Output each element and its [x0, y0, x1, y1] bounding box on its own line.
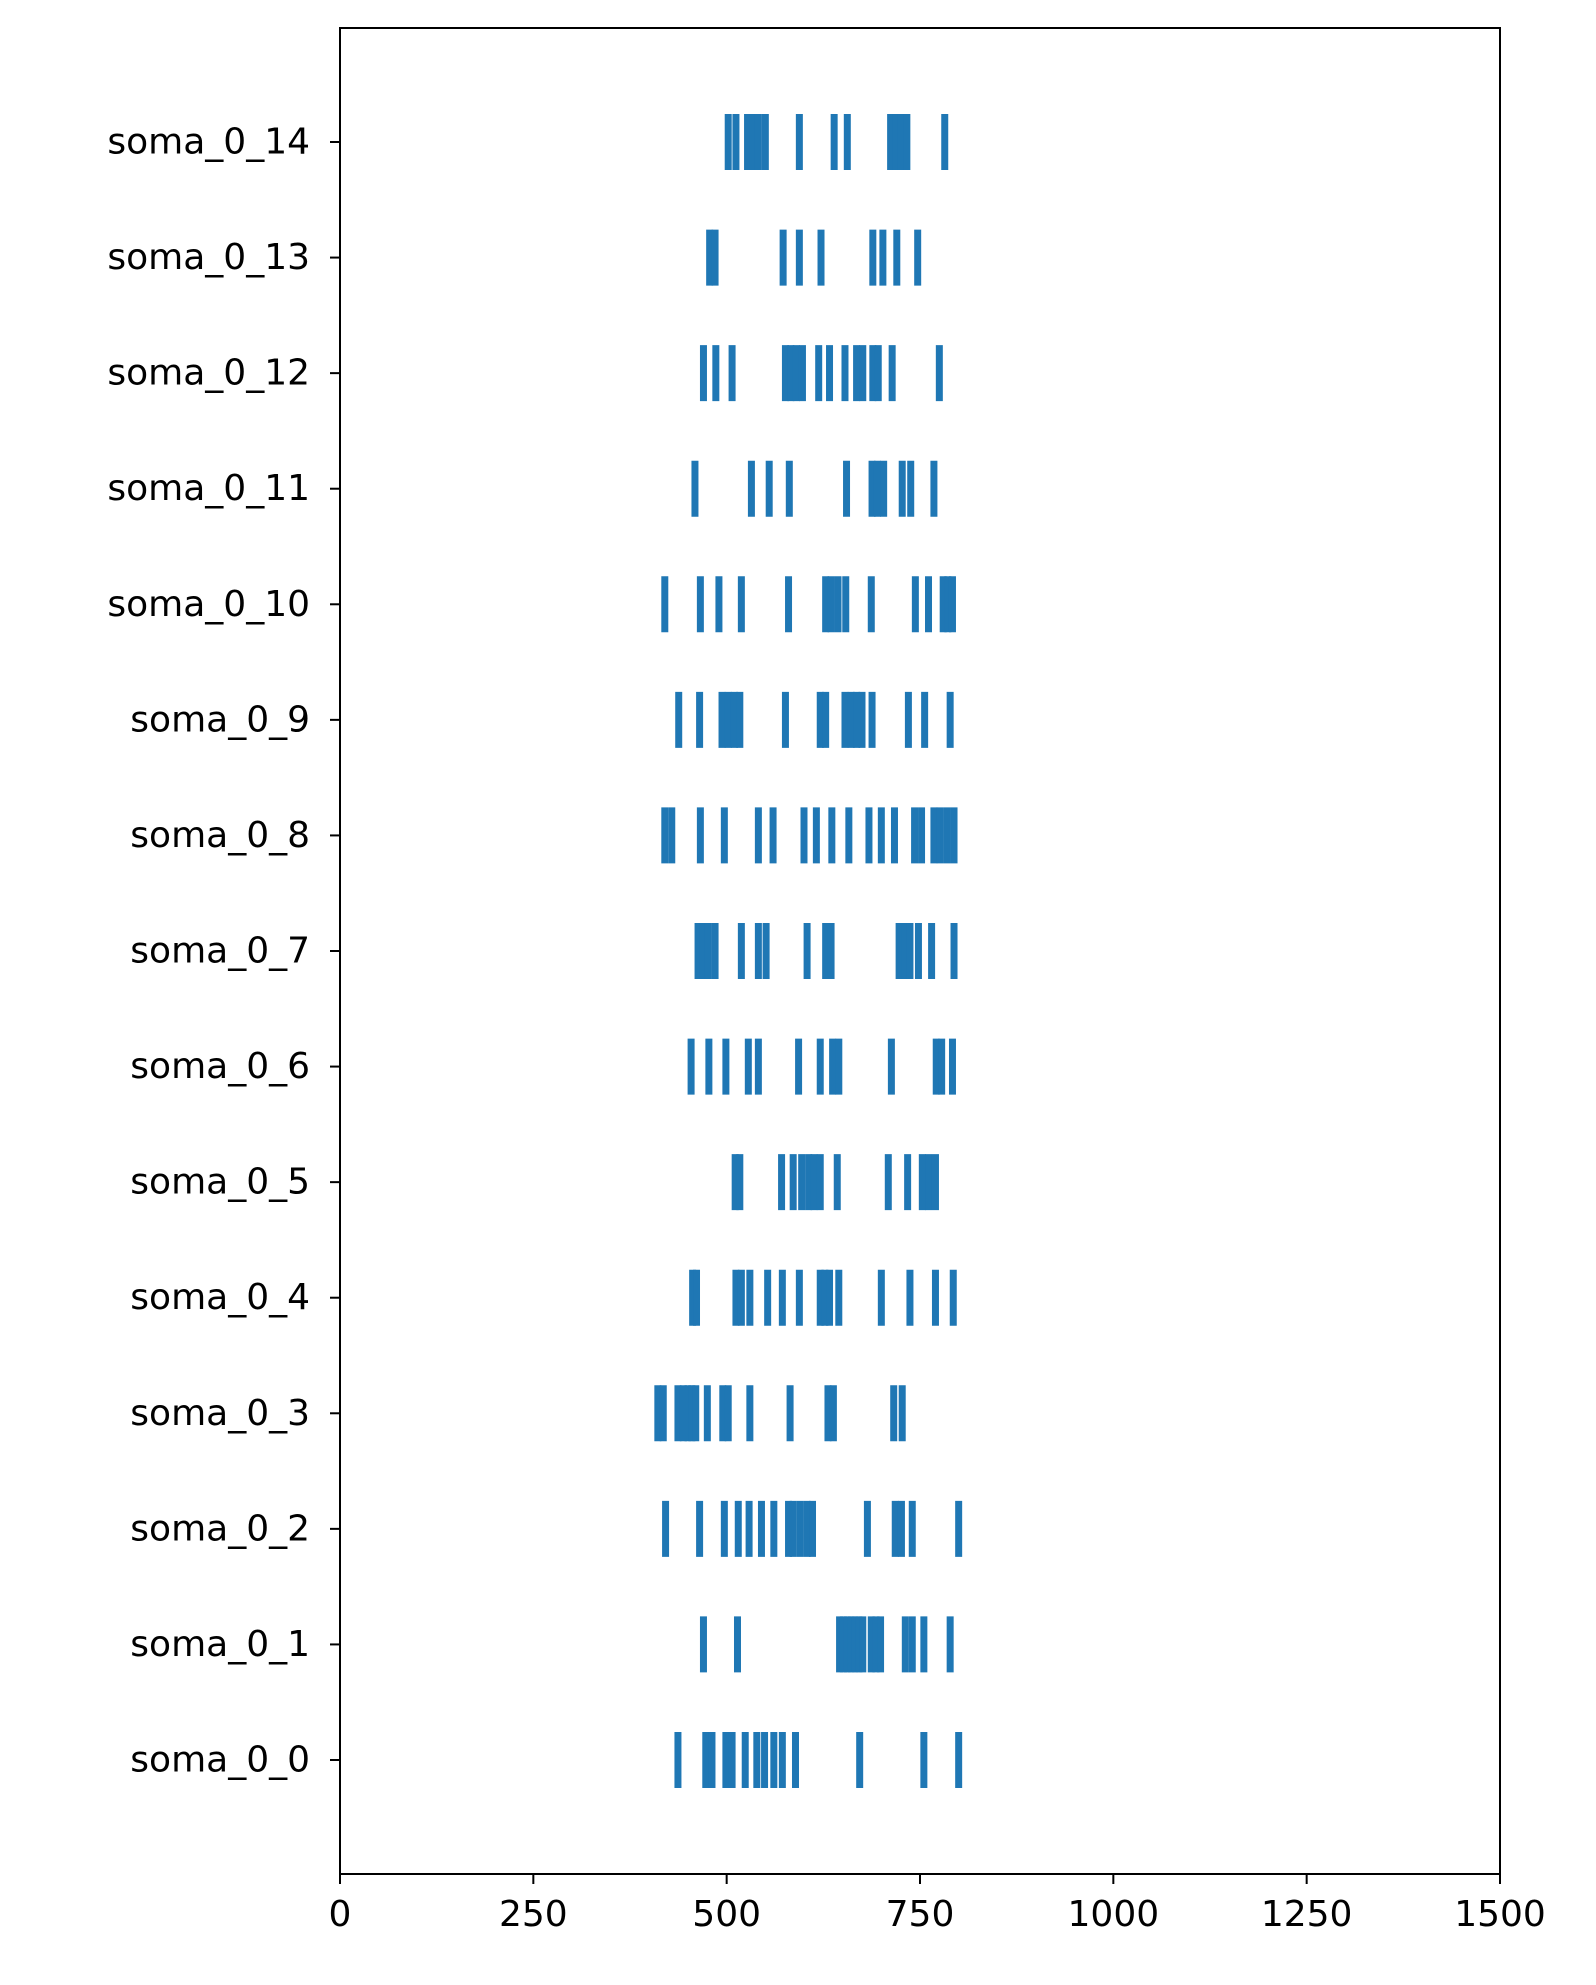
y-tick-label: soma_0_4 — [130, 1277, 310, 1318]
y-tick-label: soma_0_14 — [107, 122, 310, 163]
y-axis: soma_0_0 soma_0_1 soma_0_2 soma_0_3 soma_0_4… — [107, 122, 340, 1781]
y-tick-label: soma_0_7 — [130, 931, 310, 972]
x-tick-label: 1250 — [1261, 1894, 1353, 1935]
y-tick-label: soma_0_8 — [130, 815, 310, 856]
y-tick-label: soma_0_11 — [107, 468, 310, 509]
spikes-layer — [654, 114, 963, 1788]
y-tick-label: soma_0_9 — [130, 699, 310, 740]
x-tick-label: 250 — [499, 1894, 568, 1935]
y-tick-label: soma_0_13 — [107, 237, 310, 278]
y-tick-label: soma_0_3 — [130, 1393, 310, 1434]
y-tick-label: soma_0_10 — [107, 584, 310, 625]
x-tick-label: 1500 — [1454, 1894, 1546, 1935]
y-tick-label: soma_0_2 — [130, 1508, 310, 1549]
y-tick-label: soma_0_6 — [130, 1046, 310, 1087]
x-tick-label: 500 — [692, 1894, 761, 1935]
y-tick-label: soma_0_0 — [130, 1740, 310, 1781]
y-tick-label: soma_0_5 — [130, 1162, 310, 1203]
x-axis: 0 250 500 750 1000 1250 1500 — [329, 1874, 1546, 1935]
x-tick-label: 750 — [886, 1894, 955, 1935]
y-tick-label: soma_0_1 — [130, 1624, 310, 1665]
x-tick-label: 1000 — [1068, 1894, 1160, 1935]
y-tick-label: soma_0_12 — [107, 353, 310, 394]
x-tick-label: 0 — [329, 1894, 352, 1935]
